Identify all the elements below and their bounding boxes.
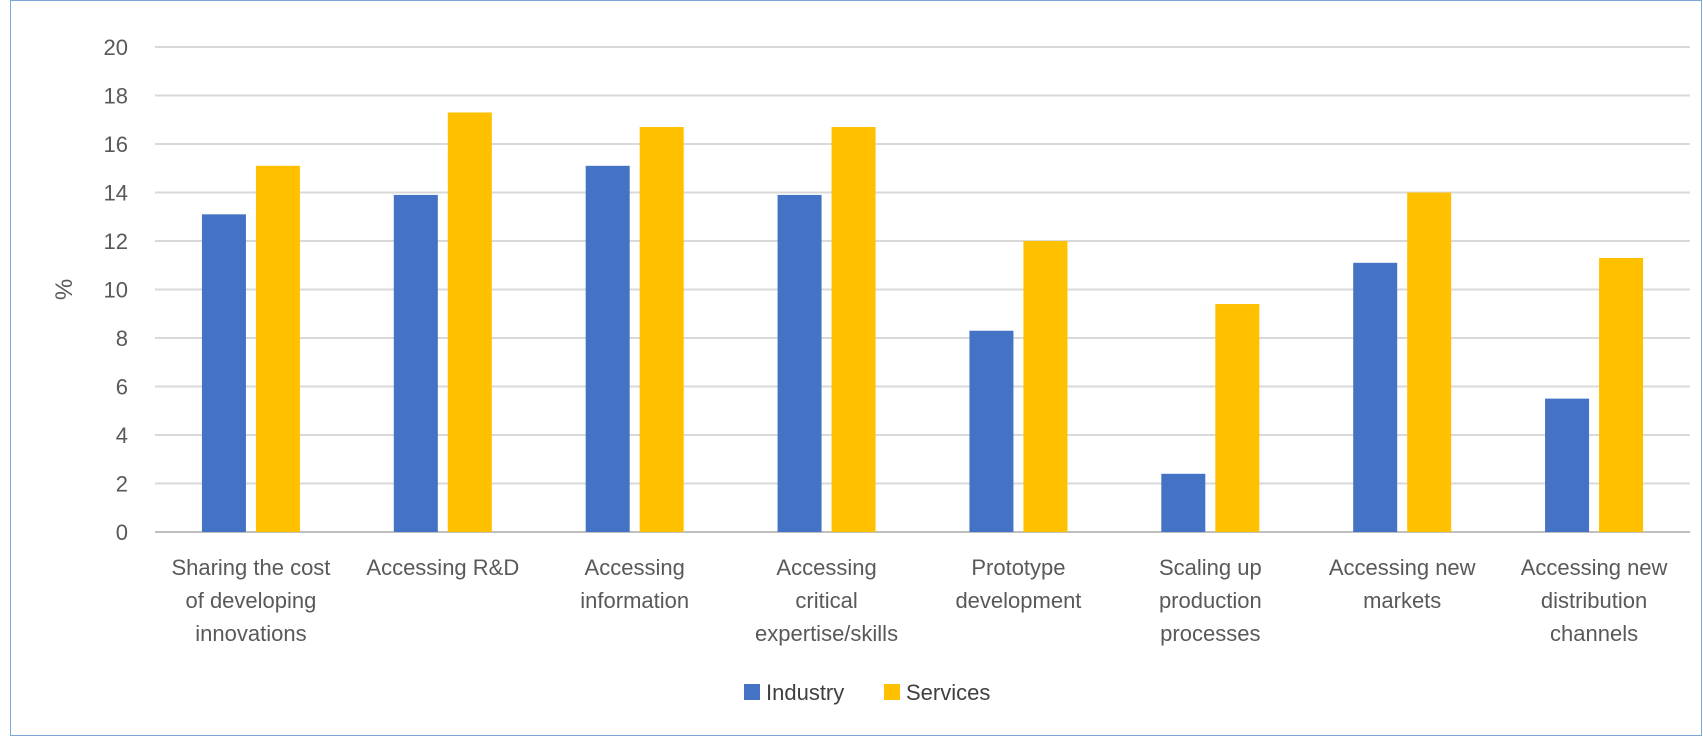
y-tick-label: 8 <box>116 326 128 351</box>
bar-services-5 <box>1215 304 1260 532</box>
bar-services-3 <box>831 127 876 533</box>
bar-industry-7 <box>1545 398 1590 532</box>
bar-industry-1 <box>393 194 438 533</box>
y-tick-label: 4 <box>116 423 128 448</box>
bar-services-6 <box>1407 192 1452 532</box>
y-tick-label: 14 <box>104 181 128 206</box>
bars <box>201 112 1644 533</box>
y-axis-label: % <box>51 279 78 300</box>
x-category-label: Accessing new distribution channels <box>1521 555 1668 646</box>
bar-services-7 <box>1599 257 1644 532</box>
x-category-label: Accessing critical expertise/skills <box>755 555 898 646</box>
x-category-label: Prototype development <box>955 555 1081 613</box>
y-tick-label: 12 <box>104 229 128 254</box>
y-tick-label: 16 <box>104 132 128 157</box>
x-category-label: Scaling up production processes <box>1159 555 1262 646</box>
legend-label-industry: Industry <box>766 680 844 705</box>
bar-industry-2 <box>585 165 630 532</box>
y-tick-label: 0 <box>116 520 128 545</box>
y-tick-label: 10 <box>104 278 128 303</box>
x-category-label: Accessing new markets <box>1329 555 1476 613</box>
x-category-label: Accessing R&D <box>366 555 519 580</box>
legend: Industry Services <box>744 680 990 705</box>
bar-services-1 <box>447 112 492 532</box>
x-category-label: Sharing the cost of developing innovations <box>171 555 330 646</box>
y-tick-label: 18 <box>104 84 128 109</box>
y-axis-ticks: 0 2 4 6 8 10 12 14 16 18 20 <box>104 35 128 545</box>
y-tick-label: 2 <box>116 472 128 497</box>
bar-industry-3 <box>777 194 822 533</box>
bar-industry-6 <box>1353 262 1398 532</box>
bar-services-4 <box>1023 241 1068 532</box>
bar-industry-0 <box>201 214 246 532</box>
gridlines <box>155 46 1690 533</box>
bar-services-0 <box>255 165 300 532</box>
legend-label-services: Services <box>906 680 990 705</box>
x-axis-labels: Sharing the cost of developing innovations… <box>171 555 1667 646</box>
x-category-label: Accessing information <box>580 555 689 613</box>
legend-swatch-industry <box>744 684 760 700</box>
y-tick-label: 20 <box>104 35 128 60</box>
y-tick-label: 6 <box>116 375 128 400</box>
legend-swatch-services <box>884 684 900 700</box>
bar-industry-4 <box>969 330 1014 532</box>
bar-services-2 <box>639 127 684 533</box>
bar-industry-5 <box>1161 473 1206 532</box>
